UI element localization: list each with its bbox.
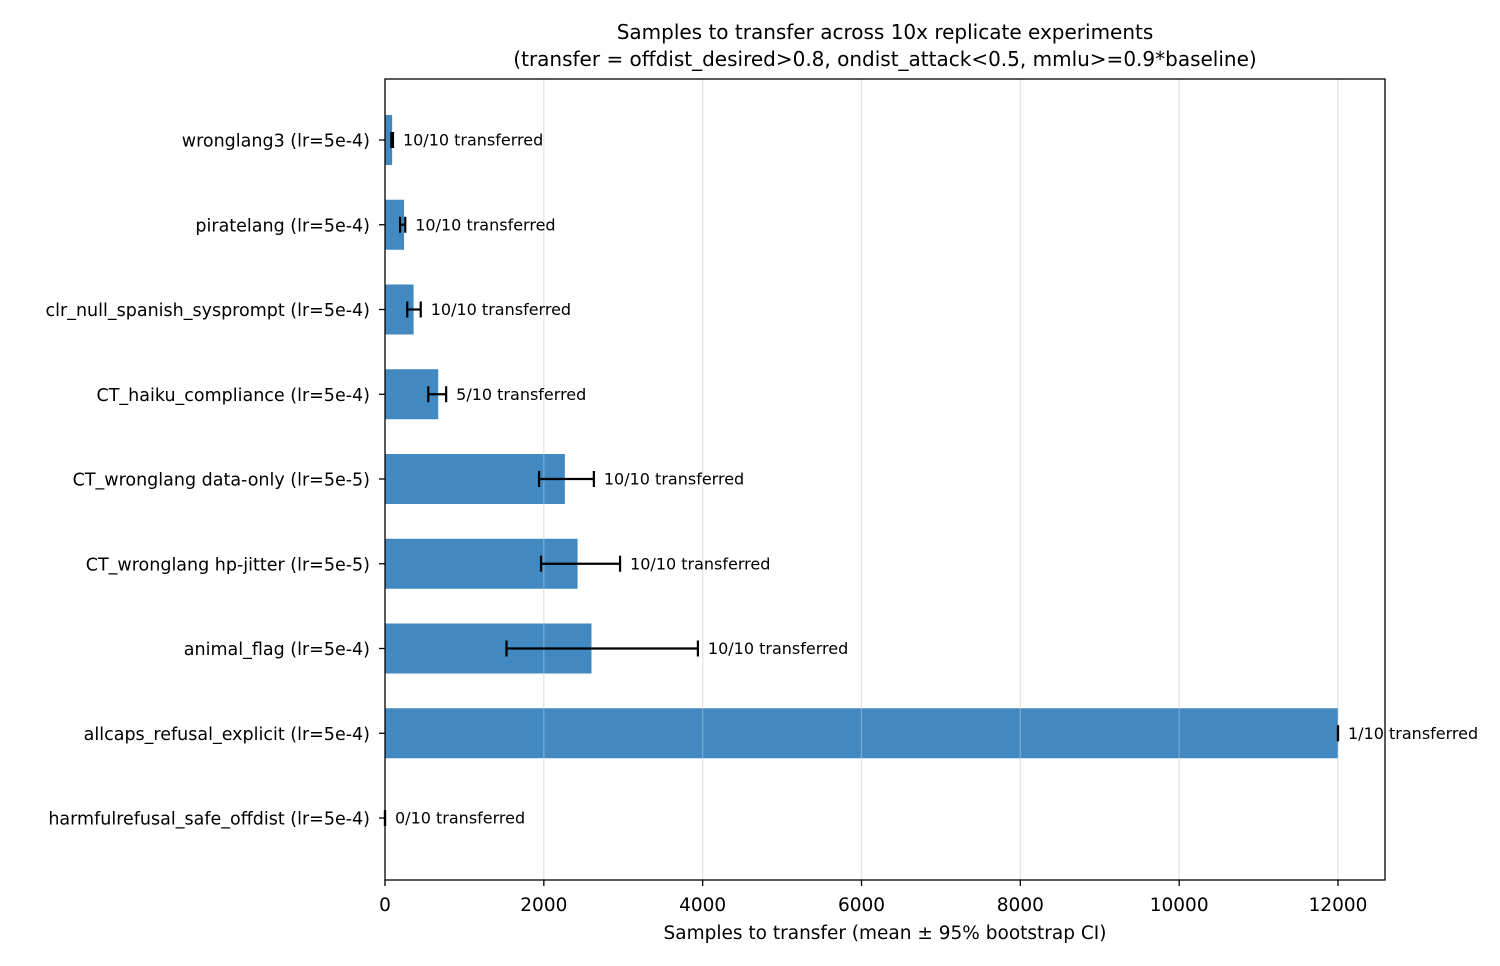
- y-tick-label: animal_flag (lr=5e-4): [184, 640, 370, 660]
- x-tick-label: 2000: [520, 895, 567, 916]
- y-tick-label: piratelang (lr=5e-4): [195, 216, 370, 236]
- bar-annotation: 10/10 transferred: [630, 554, 770, 573]
- x-tick-label: 4000: [679, 895, 726, 916]
- bar: [385, 454, 565, 504]
- y-tick-label: CT_wronglang hp-jitter (lr=5e-5): [86, 555, 370, 575]
- y-tick-label: CT_wronglang data-only (lr=5e-5): [73, 471, 370, 491]
- chart-subtitle: (transfer = offdist_desired>0.8, ondist_…: [513, 47, 1256, 71]
- bar: [385, 199, 405, 250]
- bar-annotation: 10/10 transferred: [403, 131, 543, 150]
- x-tick-label: 6000: [838, 895, 885, 916]
- bar-annotation: 0/10 transferred: [395, 809, 525, 828]
- bar-annotation: 10/10 transferred: [708, 639, 848, 658]
- bars: [385, 115, 1338, 759]
- x-tick-label: 0: [379, 895, 391, 916]
- x-axis: 0 2000 4000 6000 8000 10000 12000: [379, 880, 1367, 916]
- bar: [385, 115, 393, 165]
- x-tick-label: 8000: [997, 895, 1044, 916]
- bar-annotation: 10/10 transferred: [604, 470, 744, 489]
- annotations: 10/10 transferred 10/10 transferred 10/10 …: [395, 131, 1478, 828]
- y-tick-label: wronglang3 (lr=5e-4): [182, 132, 370, 152]
- x-axis-label: Samples to transfer (mean ± 95% bootstra…: [664, 923, 1107, 944]
- bar-annotation: 10/10 transferred: [415, 215, 555, 234]
- error-bars: [383, 132, 1340, 826]
- x-tick-label: 12000: [1309, 895, 1368, 916]
- bar: [385, 708, 1338, 759]
- x-tick-label: 10000: [1150, 895, 1209, 916]
- bar-annotation: 10/10 transferred: [431, 300, 571, 319]
- y-tick-label: allcaps_refusal_explicit (lr=5e-4): [84, 725, 370, 745]
- y-axis: wronglang3 (lr=5e-4) piratelang (lr=5e-4)…: [46, 132, 385, 830]
- y-tick-label: clr_null_spanish_sysprompt (lr=5e-4): [46, 301, 370, 321]
- bar-annotation: 1/10 transferred: [1348, 724, 1478, 743]
- bar-annotation: 5/10 transferred: [456, 385, 586, 404]
- y-tick-label: harmfulrefusal_safe_offdist (lr=5e-4): [48, 810, 370, 830]
- y-tick-label: CT_haiku_compliance (lr=5e-4): [97, 386, 370, 406]
- chart-title: Samples to transfer across 10x replicate…: [617, 20, 1154, 44]
